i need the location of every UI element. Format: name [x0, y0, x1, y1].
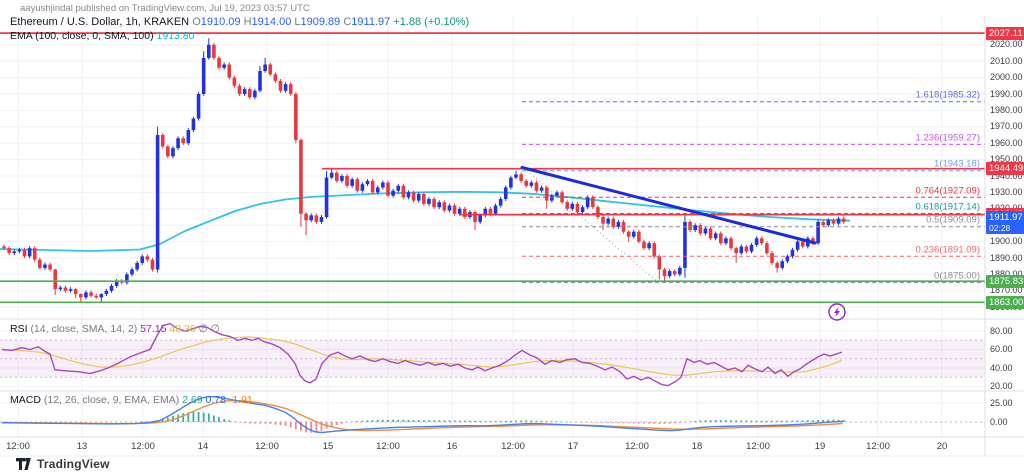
ema-line	[0, 190, 851, 252]
rsi-sma-line	[1, 336, 843, 377]
boost-lightning-badge[interactable]	[828, 303, 846, 321]
descending-trendline	[520, 166, 817, 245]
macd-signal-line	[1, 399, 844, 432]
rsi-line	[1, 322, 843, 387]
macd-line	[1, 395, 844, 434]
macd-histogram	[3, 411, 845, 433]
